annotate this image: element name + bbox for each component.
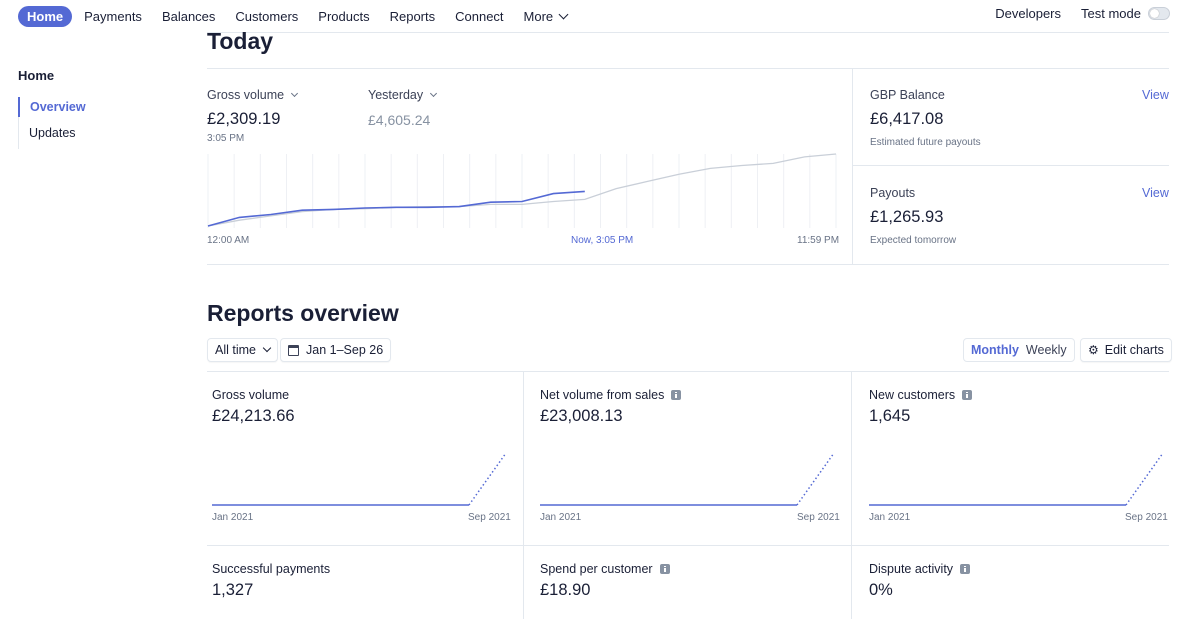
gross-volume-sparkline: [212, 452, 507, 506]
payouts-view-link[interactable]: View: [1142, 186, 1169, 200]
card-net-volume-value: £23,008.13: [540, 407, 623, 425]
monthly-option[interactable]: Monthly: [971, 343, 1019, 357]
payouts-label: Payouts: [870, 186, 916, 200]
gross-volume-time: 3:05 PM: [207, 133, 245, 144]
card-new-customers-value: 1,645: [869, 407, 911, 425]
balance-view-link[interactable]: View: [1142, 88, 1169, 102]
axis-start-label: 12:00 AM: [207, 235, 250, 246]
card-new-customers-text: New customers: [869, 388, 956, 402]
axis-start-label: Jan 2021: [869, 512, 911, 523]
edit-charts-label: Edit charts: [1104, 343, 1164, 357]
card-gross-volume-label: Gross volume: [212, 388, 290, 402]
sidebar-item-updates[interactable]: Updates: [29, 126, 76, 140]
nav-products[interactable]: Products: [318, 9, 370, 24]
gross-volume-selector[interactable]: Gross volume: [207, 88, 299, 102]
card-new-customers-label: New customers: [869, 388, 973, 402]
axis-start-label: Jan 2021: [540, 512, 582, 523]
nav-balances[interactable]: Balances: [161, 9, 216, 24]
time-filter-dropdown[interactable]: All time: [207, 338, 278, 362]
today-title: Today: [207, 28, 274, 54]
gross-volume-series-line: [207, 190, 585, 227]
gbp-balance-label: GBP Balance: [870, 88, 945, 102]
divider: [207, 32, 1169, 33]
yesterday-series-line: [207, 153, 837, 227]
nav-connect[interactable]: Connect: [455, 9, 504, 24]
yesterday-label: Yesterday: [368, 88, 424, 102]
yesterday-value: £4,605.24: [368, 112, 431, 128]
sparkline-projection: [796, 452, 835, 506]
payouts-sub: Expected tomorrow: [870, 235, 957, 246]
date-range-button[interactable]: Jan 1–Sep 26: [280, 338, 392, 362]
axis-start-label: Jan 2021: [212, 512, 254, 523]
card-net-volume-text: Net volume from sales: [540, 388, 665, 402]
yesterday-selector[interactable]: Yesterday: [368, 88, 438, 102]
nav-payments[interactable]: Payments: [84, 9, 142, 24]
card-dispute-activity-label: Dispute activity: [869, 562, 971, 576]
card-spend-per-customer-value: £18.90: [540, 581, 591, 599]
divider: [207, 264, 1169, 265]
nav-reports[interactable]: Reports: [389, 9, 436, 24]
net-volume-sparkline: [540, 452, 835, 506]
interval-toggle: Monthly Weekly: [963, 338, 1075, 362]
card-spend-per-customer-label: Spend per customer: [540, 562, 670, 576]
card-successful-payments-value: 1,327: [212, 581, 254, 599]
axis-end-label: Sep 2021: [797, 512, 840, 523]
divider: [207, 545, 1169, 546]
divider: [852, 69, 853, 264]
nav-right: Developers Test mode: [995, 6, 1170, 21]
card-dispute-activity-value: 0%: [869, 581, 893, 599]
test-mode-label: Test mode: [1081, 6, 1141, 21]
card-successful-payments-label: Successful payments: [212, 562, 331, 576]
info-icon[interactable]: [671, 390, 682, 400]
weekly-option[interactable]: Weekly: [1025, 343, 1067, 357]
sidebar-title: Home: [18, 68, 55, 83]
chevron-down-icon: [291, 89, 299, 98]
divider: [523, 372, 524, 619]
chevron-down-icon: [430, 89, 438, 98]
time-filter-label: All time: [215, 343, 256, 357]
divider: [851, 372, 852, 619]
nav-more-label: More: [523, 9, 554, 24]
gbp-balance-sub: Estimated future payouts: [870, 137, 981, 148]
card-net-volume-label: Net volume from sales: [540, 388, 682, 402]
chevron-down-icon: [558, 9, 569, 20]
gross-volume-label: Gross volume: [207, 88, 285, 102]
nav-developers[interactable]: Developers: [995, 6, 1062, 21]
divider: [207, 371, 1169, 372]
sparkline-projection: [1125, 452, 1164, 506]
gbp-balance-value: £6,417.08: [870, 110, 944, 128]
payouts-value: £1,265.93: [870, 208, 944, 226]
sparkline-projection: [468, 452, 507, 506]
gear-icon: ⚙: [1088, 343, 1099, 357]
test-mode-toggle[interactable]: [1148, 7, 1170, 20]
nav-more[interactable]: More: [523, 9, 569, 24]
info-icon[interactable]: [659, 564, 670, 574]
chevron-down-icon: [262, 343, 272, 353]
gross-volume-value: £2,309.19: [207, 110, 281, 128]
nav-home[interactable]: Home: [18, 6, 73, 27]
sidebar-item-overview[interactable]: Overview: [18, 97, 86, 117]
today-volume-chart: [207, 153, 837, 228]
divider: [853, 165, 1169, 166]
card-gross-volume-value: £24,213.66: [212, 407, 295, 425]
axis-end-label: Sep 2021: [468, 512, 511, 523]
edit-charts-button[interactable]: ⚙ Edit charts: [1080, 338, 1172, 362]
axis-now-label: Now, 3:05 PM: [571, 235, 634, 246]
axis-end-label: Sep 2021: [1125, 512, 1168, 523]
axis-end-label: 11:59 PM: [797, 235, 840, 246]
top-nav: Home Payments Balances Customers Product…: [0, 0, 1200, 33]
nav-left: Home Payments Balances Customers Product…: [18, 6, 587, 27]
info-icon[interactable]: [960, 564, 971, 574]
reports-title: Reports overview: [207, 300, 399, 326]
card-dispute-activity-text: Dispute activity: [869, 562, 954, 576]
info-icon[interactable]: [962, 390, 973, 400]
calendar-icon: [288, 344, 299, 356]
nav-customers[interactable]: Customers: [235, 9, 299, 24]
divider: [207, 68, 1169, 69]
sidebar-nav: Overview Updates: [18, 97, 86, 149]
new-customers-sparkline: [869, 452, 1164, 506]
card-spend-per-customer-text: Spend per customer: [540, 562, 653, 576]
date-range-label: Jan 1–Sep 26: [306, 343, 384, 357]
